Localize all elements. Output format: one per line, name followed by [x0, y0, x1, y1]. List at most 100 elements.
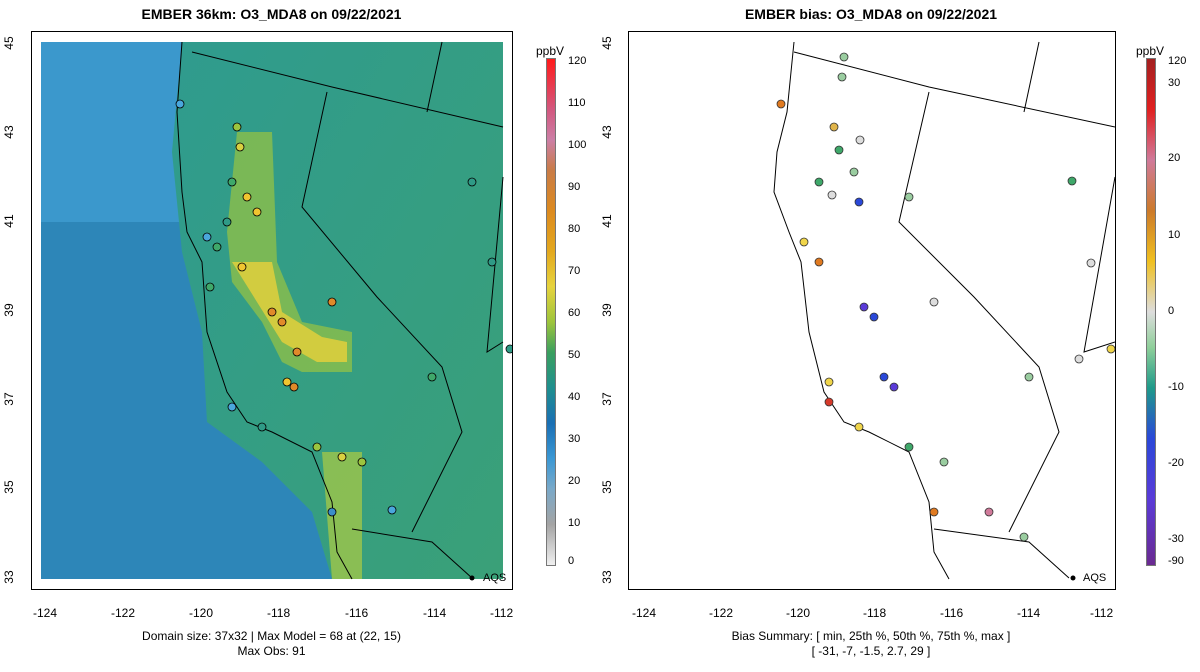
right-map-title: EMBER bias: O3_MDA8 on 09/22/2021 [744, 6, 998, 22]
obs-site [205, 282, 215, 292]
left-x-tick: -118 [267, 606, 291, 620]
left-footer-line1: Domain size: 37x32 | Max Model = 68 at (… [142, 629, 401, 643]
left-y-tick: 35 [2, 480, 16, 494]
bias-site [799, 237, 809, 247]
left-x-tick: -116 [345, 606, 369, 620]
obs-site [257, 422, 267, 432]
state-border-or-ca [191, 51, 504, 128]
bias-site [827, 190, 837, 200]
left-colorbar-tick: 10 [568, 517, 581, 529]
left-colorbar [546, 58, 556, 566]
obs-site [237, 262, 247, 272]
right-y-tick: 45 [600, 36, 614, 50]
obs-site [267, 307, 277, 317]
bias-site [889, 382, 899, 392]
state-border-nv-az [426, 41, 443, 113]
right-colorbar-tick: -10 [1168, 381, 1184, 393]
bias-site [879, 372, 889, 382]
left-aqs-label: AQS [483, 572, 507, 584]
obs-site [357, 457, 367, 467]
right-aqs-label: AQS [1083, 572, 1107, 584]
right-x-tick: -120 [786, 606, 811, 620]
left-colorbar-tick: 20 [568, 475, 581, 487]
obs-site [252, 207, 262, 217]
left-x-tick: -114 [423, 606, 447, 620]
left-colorbar-tick: 110 [568, 97, 586, 109]
left-colorbar-tick: 80 [568, 223, 581, 235]
left-y-tick: 43 [2, 125, 16, 139]
bias-site [984, 507, 994, 517]
bias-site [829, 122, 839, 132]
obs-site [232, 122, 242, 132]
right-y-tick: 43 [600, 125, 614, 139]
coastline [773, 41, 950, 580]
left-colorbar-tick: 60 [568, 307, 581, 319]
right-y-tick: 39 [600, 303, 614, 317]
left-x-tick: -122 [111, 606, 136, 620]
bias-site [1067, 176, 1077, 186]
bias-site [939, 457, 949, 467]
right-y-tick: 33 [600, 570, 614, 584]
obs-site [175, 99, 185, 109]
aqs-marker [469, 575, 475, 581]
right-y-tick: 37 [600, 392, 614, 406]
bias-site [837, 72, 847, 82]
left-map-title: EMBER 36km: O3_MDA8 on 09/22/2021 [141, 6, 402, 22]
left-footer-line2: Max Obs: 91 [237, 644, 306, 658]
left-colorbar-tick: 0 [568, 555, 575, 567]
left-x-tick: -120 [189, 606, 214, 620]
right-colorbar-tick: 120 [1168, 55, 1187, 67]
bias-site [824, 377, 834, 387]
left-x-tick: -124 [33, 606, 58, 620]
left-colorbar-tick: 50 [568, 349, 581, 361]
right-colorbar-tick: -30 [1168, 533, 1184, 545]
left-colorbar-tick: 30 [568, 433, 581, 445]
model-south-band [322, 452, 362, 579]
right-colorbar-tick: 0 [1168, 305, 1175, 317]
bias-site [1074, 354, 1084, 364]
bias-site [854, 197, 864, 207]
right-footer-line1: Bias Summary: [ min, 25th %, 50th %, 75t… [731, 629, 1011, 643]
left-colorbar-unit: ppbV [536, 44, 565, 58]
left-y-tick: 37 [2, 392, 16, 406]
left-colorbar-tick: 90 [568, 181, 581, 193]
right-colorbar-tick: 10 [1168, 229, 1181, 241]
obs-site [222, 217, 232, 227]
right-colorbar [1146, 58, 1156, 566]
obs-site [505, 344, 512, 354]
left-colorbar-tick: 120 [568, 55, 587, 67]
bias-sites [776, 52, 1115, 542]
model-high-band [227, 132, 352, 372]
obs-site [289, 382, 299, 392]
left-map-frame [31, 31, 513, 590]
mexico-border [933, 528, 1070, 579]
bias-site [859, 302, 869, 312]
right-x-tick: -124 [632, 606, 657, 620]
bias-site [1019, 532, 1029, 542]
bias-site [904, 192, 914, 202]
bias-site [869, 312, 879, 322]
aqs-marker [1070, 575, 1076, 581]
right-y-tick: 41 [600, 214, 614, 228]
left-x-tick: -112 [490, 606, 514, 620]
left-y-tick: 45 [2, 36, 16, 50]
right-x-tick: -114 [1017, 606, 1041, 620]
state-border-az [1083, 176, 1115, 353]
right-map-frame [628, 31, 1116, 590]
obs-site [235, 142, 245, 152]
right-x-tick: -116 [940, 606, 964, 620]
model-ocean-light [41, 42, 181, 222]
bias-site [855, 135, 865, 145]
obs-site [277, 317, 287, 327]
left-colorbar-tick: 40 [568, 391, 581, 403]
right-x-tick: -112 [1090, 606, 1114, 620]
right-colorbar-tick: -20 [1168, 457, 1184, 469]
left-colorbar-tick: 100 [568, 139, 587, 151]
mexico-border [351, 528, 473, 579]
state-border-nv-az [1023, 41, 1040, 113]
obs-site [227, 402, 237, 412]
obs-site [467, 177, 477, 187]
right-colorbar-unit: ppbV [1136, 44, 1165, 58]
bias-site [904, 442, 914, 452]
right-y-tick: 35 [600, 480, 614, 494]
